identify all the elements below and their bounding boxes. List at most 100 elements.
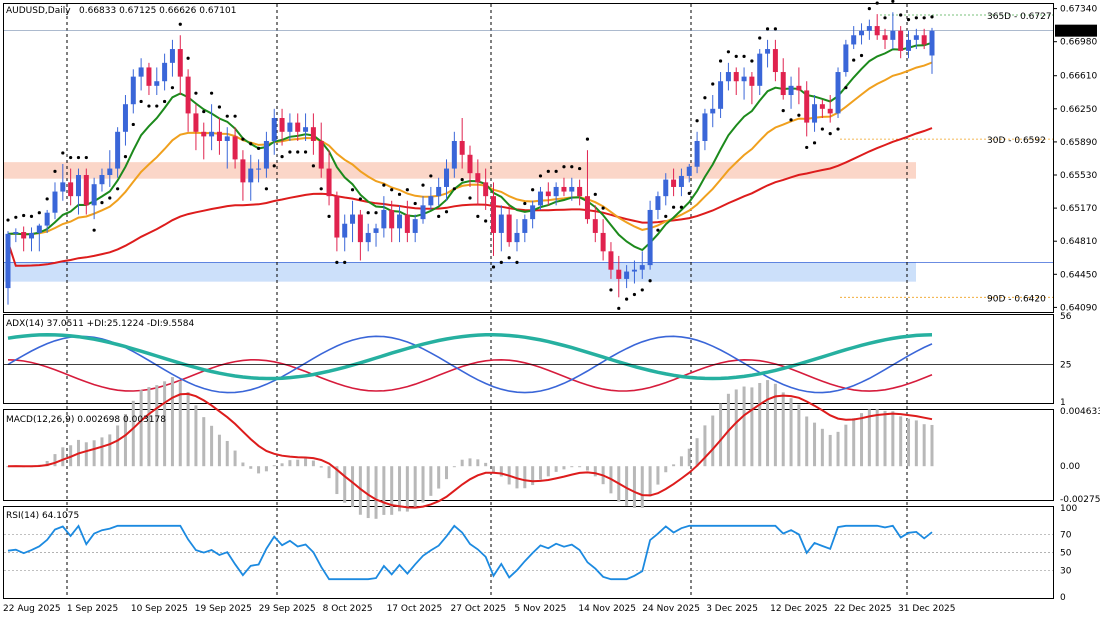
macd-histogram-bar xyxy=(100,437,104,467)
sar-dot xyxy=(679,205,684,209)
date-label: 31 Dec 2025 xyxy=(898,604,956,614)
sar-dot xyxy=(350,188,355,192)
sar-dot xyxy=(22,213,26,218)
price-tick-label: 0.66250 xyxy=(1060,105,1097,115)
macd-histogram-bar xyxy=(593,466,597,477)
rsi-tick-label: 50 xyxy=(1060,549,1072,559)
macd-histogram-bar xyxy=(883,410,887,467)
macd-histogram-bar xyxy=(351,466,355,507)
macd-histogram-bar xyxy=(640,466,644,508)
macd-histogram-bar xyxy=(257,466,261,474)
candle-body xyxy=(107,168,113,176)
candle-body xyxy=(162,62,168,82)
macd-histogram-bar xyxy=(61,447,65,467)
price-tick-label: 0.66980 xyxy=(1060,38,1097,48)
price-tick-label: 0.64090 xyxy=(1060,303,1097,313)
price-tick-label: 0.65890 xyxy=(1060,138,1097,148)
macd-histogram-bar xyxy=(867,409,871,467)
sar-dot xyxy=(703,96,707,100)
rsi-tick-label: 100 xyxy=(1060,504,1077,514)
candle-body xyxy=(475,173,481,183)
candle-body xyxy=(678,175,684,187)
sar-dot xyxy=(656,228,660,232)
rsi-tick-label: 30 xyxy=(1060,566,1072,576)
candle-body xyxy=(819,104,825,109)
macd-tick-label: 0.00 xyxy=(1060,462,1080,472)
sar-dot xyxy=(84,155,88,160)
macd-histogram-bar xyxy=(836,431,840,467)
candle-body xyxy=(584,196,590,220)
sar-dot xyxy=(578,166,582,171)
sar-dot xyxy=(335,260,339,264)
sar-dot xyxy=(499,260,503,264)
sar-dot xyxy=(444,210,449,214)
candle-body xyxy=(193,113,199,132)
candle-body xyxy=(624,271,630,279)
price-tick-label: 0.67340 xyxy=(1060,5,1097,15)
macd-histogram-bar xyxy=(781,392,785,467)
candle-body xyxy=(874,26,880,36)
sar-dot xyxy=(397,192,402,196)
sar-dot xyxy=(585,137,590,141)
sar-dot xyxy=(76,155,81,160)
sar-dot xyxy=(491,265,496,269)
adx-tick-label: 56 xyxy=(1060,312,1072,322)
macd-histogram-bar xyxy=(546,466,550,477)
candle-body xyxy=(436,186,442,197)
sar-dot xyxy=(781,109,785,113)
candle-body xyxy=(36,225,42,233)
macd-histogram-bar xyxy=(264,466,268,472)
candle-body xyxy=(866,26,872,31)
sar-dot xyxy=(484,219,488,223)
macd-histogram-bar xyxy=(366,466,370,519)
macd-histogram-bar xyxy=(820,428,824,467)
sar-dot xyxy=(108,196,112,200)
macd-histogram-bar xyxy=(311,460,315,467)
macd-histogram-bar xyxy=(304,458,308,467)
candle-body xyxy=(130,76,136,105)
candle-body xyxy=(444,168,450,187)
sar-dot xyxy=(366,211,370,215)
date-label: 10 Sep 2025 xyxy=(131,604,188,614)
macd-histogram-bar xyxy=(907,418,911,467)
sar-dot xyxy=(452,187,456,191)
candle-body xyxy=(365,232,371,243)
sar-dot xyxy=(914,16,918,20)
sar-dot xyxy=(311,164,315,168)
rsi-line xyxy=(7,524,933,581)
candle-body xyxy=(600,232,606,252)
candle-body xyxy=(647,209,653,266)
candle-body xyxy=(882,35,888,40)
candle-body xyxy=(749,76,755,86)
macd-histogram-bar xyxy=(452,466,456,468)
sar-dot xyxy=(155,104,159,108)
price-tick-label: 0.66610 xyxy=(1060,72,1097,82)
sar-dot xyxy=(640,288,644,292)
sar-dot xyxy=(178,22,182,26)
macd-histogram-bar xyxy=(491,466,495,473)
candle-body xyxy=(60,182,66,192)
sar-dot xyxy=(170,86,175,90)
sar-dot xyxy=(358,197,362,201)
date-label: 8 Oct 2025 xyxy=(323,604,373,614)
macd-histogram-bar xyxy=(538,466,542,480)
macd-histogram-bar xyxy=(789,398,793,467)
sar-dot xyxy=(37,211,41,215)
candle-body xyxy=(459,140,465,155)
macd-histogram-bar xyxy=(429,466,433,496)
macd-histogram-bar xyxy=(249,466,253,469)
candle-body xyxy=(13,232,19,234)
candle-body xyxy=(115,131,121,169)
sar-dot xyxy=(828,132,832,136)
sar-dot xyxy=(531,188,535,192)
candle-body xyxy=(530,205,536,220)
candle-body xyxy=(765,49,771,54)
candle-body xyxy=(843,44,849,73)
candle-body xyxy=(663,179,669,197)
sar-dot xyxy=(742,54,746,59)
date-label: 3 Dec 2025 xyxy=(706,604,758,614)
candle-body xyxy=(232,136,238,160)
rsi-tick-label: 70 xyxy=(1060,531,1072,541)
macd-histogram-bar xyxy=(272,465,276,467)
